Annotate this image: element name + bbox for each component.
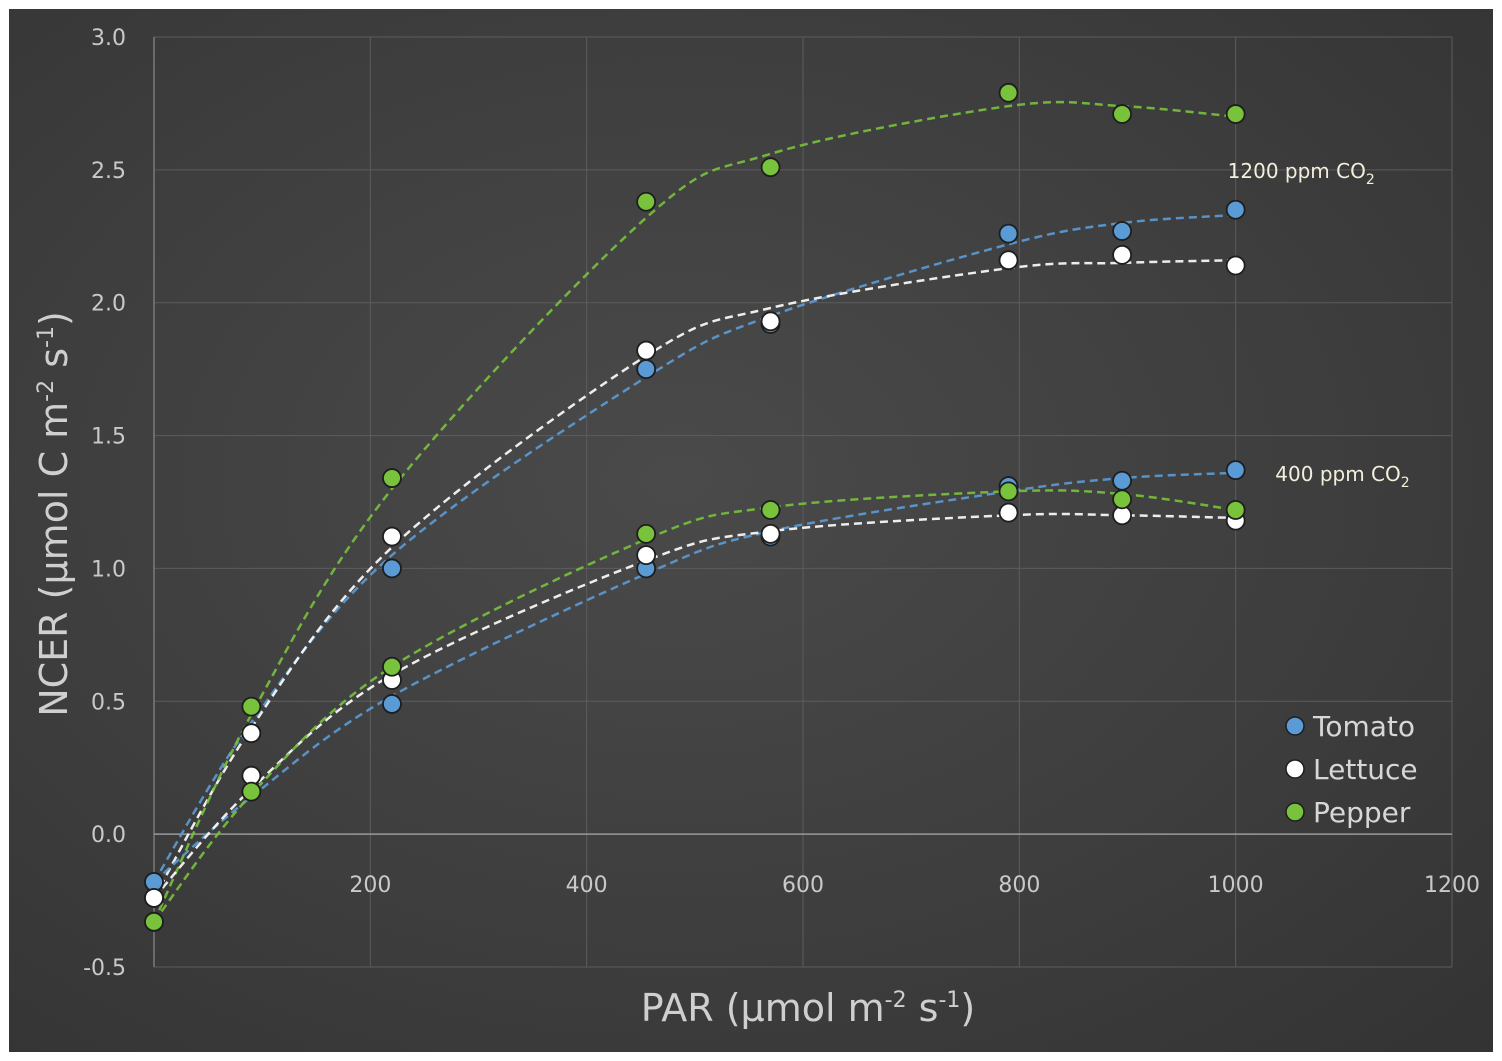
data-point-pepper-1200 <box>1225 104 1246 124</box>
legend: Tomato Lettuce Pepper <box>1285 710 1418 829</box>
data-point-pepper-400 <box>1225 500 1246 520</box>
x-tick-labels: 200 400 600 800 1000 1200 <box>349 873 1480 898</box>
data-point-lettuce-1200 <box>1112 244 1132 265</box>
y-tick-label: 1.5 <box>91 425 126 450</box>
data-point-lettuce-1200 <box>241 723 262 744</box>
data-point-tomato-1200 <box>998 223 1019 244</box>
data-point-pepper-1200 <box>636 191 657 212</box>
axes <box>153 37 1452 967</box>
y-tick-label: 0.5 <box>91 690 126 715</box>
chart-frame: -0.5 0.0 0.5 1.0 1.5 2.0 2.5 3.0 200 400 600 800 10… <box>9 9 1493 1052</box>
data-point-tomato-1200 <box>636 359 657 380</box>
data-point-lettuce-1200 <box>998 250 1019 271</box>
trendline-tomato-1200 <box>152 213 1236 883</box>
y-tick-label: 1.0 <box>91 557 126 582</box>
data-point-pepper-400 <box>1112 489 1132 510</box>
x-tick-label: 200 <box>349 873 391 898</box>
data-points <box>144 82 1246 932</box>
data-point-pepper-400 <box>998 481 1019 502</box>
data-point-tomato-1200 <box>1112 221 1132 241</box>
y-tick-labels: -0.5 0.0 0.5 1.0 1.5 2.0 2.5 3.0 <box>83 26 126 981</box>
data-point-tomato-400 <box>382 694 402 714</box>
data-point-lettuce-400 <box>760 523 781 544</box>
data-point-pepper-1200 <box>1112 104 1132 124</box>
x-tick-label: 400 <box>566 873 608 898</box>
trendline-lettuce-1200 <box>152 258 1236 899</box>
data-point-pepper-400 <box>382 656 402 677</box>
data-point-pepper-400 <box>760 500 781 520</box>
legend-item-lettuce: Lettuce <box>1285 753 1418 786</box>
trendline-pepper-400 <box>153 489 1236 923</box>
data-point-tomato-400 <box>1225 460 1246 481</box>
data-point-lettuce-1200 <box>760 311 781 332</box>
data-point-pepper-400 <box>636 523 657 544</box>
y-tick-label: -0.5 <box>83 956 126 981</box>
data-point-lettuce-400 <box>998 502 1019 523</box>
x-tick-label: 1000 <box>1208 873 1264 898</box>
data-point-lettuce-1200 <box>1225 255 1246 276</box>
legend-label: Tomato <box>1312 710 1415 743</box>
data-point-pepper-1200 <box>760 157 781 178</box>
legend-marker <box>1285 716 1305 736</box>
data-point-tomato-1200 <box>382 558 402 579</box>
data-point-lettuce-400 <box>636 545 657 566</box>
legend-item-pepper: Pepper <box>1285 796 1411 829</box>
data-point-pepper-400 <box>241 781 262 802</box>
x-tick-label: 600 <box>782 873 824 898</box>
legend-label: Lettuce <box>1313 753 1418 786</box>
x-tick-label: 1200 <box>1424 873 1480 898</box>
data-point-pepper-1200 <box>241 696 262 717</box>
data-point-pepper-400 <box>144 911 164 932</box>
y-tick-label: 3.0 <box>91 26 126 51</box>
trendline-lettuce-400 <box>153 512 1236 899</box>
y-tick-label: 0.0 <box>91 823 126 848</box>
trendline-pepper-1200 <box>152 100 1236 923</box>
y-tick-label: 2.0 <box>91 292 126 317</box>
data-point-tomato-1200 <box>1225 199 1246 220</box>
co2-annotation: 400 ppm CO2 <box>1275 462 1409 491</box>
legend-marker <box>1285 802 1305 822</box>
legend-label: Pepper <box>1313 796 1411 829</box>
data-point-pepper-1200 <box>998 82 1019 103</box>
chart-svg: -0.5 0.0 0.5 1.0 1.5 2.0 2.5 3.0 200 400 600 800 10… <box>32 26 1480 1030</box>
legend-marker <box>1285 759 1305 779</box>
trendlines <box>152 100 1236 923</box>
y-axis-title: NCER (µmol C m-2 s-1) <box>32 311 76 717</box>
data-point-pepper-1200 <box>382 468 402 488</box>
legend-item-tomato: Tomato <box>1285 710 1415 743</box>
x-tick-label: 800 <box>998 873 1040 898</box>
y-tick-label: 2.5 <box>91 159 126 184</box>
annotations: 1200 ppm CO2 400 ppm CO2 <box>1228 159 1410 491</box>
data-point-tomato-400 <box>1112 470 1132 491</box>
data-point-lettuce-1200 <box>382 526 402 547</box>
data-point-lettuce-1200 <box>636 340 657 361</box>
x-axis-title: PAR (µmol m-2 s-1) <box>641 986 975 1030</box>
data-point-lettuce-400 <box>144 888 164 908</box>
trendline-tomato-400 <box>153 471 1236 883</box>
co2-annotation: 1200 ppm CO2 <box>1228 159 1375 188</box>
